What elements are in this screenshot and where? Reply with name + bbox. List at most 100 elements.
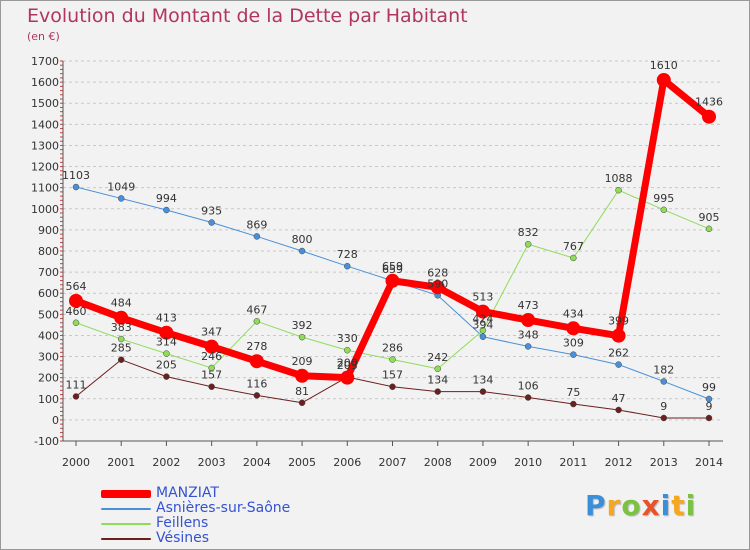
x-tick-label: 2007: [379, 456, 407, 469]
data-label-manziat: 484: [111, 297, 132, 310]
data-label-asni-res-sur-sa-ne: 1103: [62, 169, 90, 182]
data-label-v-sines: 285: [111, 342, 132, 355]
y-tick-label: 400: [38, 329, 59, 342]
y-tick-label: 900: [38, 224, 59, 237]
data-point-feillens: [434, 365, 441, 373]
data-point-v-sines: [253, 392, 261, 399]
data-point-manziat: [249, 354, 264, 369]
logo-letter: P: [585, 489, 607, 522]
data-point-v-sines: [615, 406, 622, 414]
x-tick-label: 2004: [243, 456, 271, 469]
data-point-v-sines: [524, 394, 532, 401]
legend-swatch: [101, 508, 151, 510]
data-point-asni-res-sur-sa-ne: [163, 206, 170, 214]
data-label-feillens: 905: [699, 211, 720, 224]
data-point-manziat: [475, 304, 490, 319]
x-tick-label: 2014: [695, 456, 723, 469]
data-point-v-sines: [705, 414, 713, 422]
data-label-asni-res-sur-sa-ne: 1049: [107, 180, 135, 193]
data-point-feillens: [479, 327, 487, 334]
data-label-asni-res-sur-sa-ne: 182: [653, 363, 674, 376]
data-point-v-sines: [208, 383, 215, 390]
data-label-feillens: 330: [337, 332, 358, 345]
data-label-manziat: 209: [292, 355, 313, 368]
legend-label: Asnières-sur-Saône: [156, 500, 291, 516]
data-point-feillens: [524, 240, 532, 248]
data-label-asni-res-sur-sa-ne: 659: [382, 263, 403, 276]
y-tick-label: 1400: [31, 118, 59, 131]
data-point-asni-res-sur-sa-ne: [344, 262, 351, 270]
data-label-v-sines: 157: [382, 369, 403, 382]
data-label-v-sines: 47: [612, 392, 626, 405]
data-point-asni-res-sur-sa-ne: [570, 351, 577, 358]
data-point-manziat: [114, 310, 129, 325]
data-label-feillens: 995: [653, 192, 674, 205]
data-label-asni-res-sur-sa-ne: 800: [292, 233, 313, 246]
data-label-manziat: 347: [201, 326, 222, 339]
y-tick-label: 500: [38, 308, 59, 321]
data-label-v-sines: 9: [706, 400, 713, 413]
data-point-v-sines: [72, 393, 80, 400]
data-label-v-sines: 81: [295, 385, 309, 398]
x-tick-label: 2001: [107, 456, 135, 469]
y-tick-label: 800: [38, 245, 59, 258]
data-point-v-sines: [479, 388, 487, 395]
y-tick-label: 1300: [31, 139, 59, 152]
data-point-v-sines: [389, 383, 396, 390]
data-point-asni-res-sur-sa-ne: [479, 333, 487, 340]
data-point-asni-res-sur-sa-ne: [72, 183, 80, 191]
x-tick-label: 2000: [62, 456, 90, 469]
logo-letter: i: [685, 489, 697, 522]
data-point-v-sines: [660, 414, 668, 422]
data-label-v-sines: 157: [201, 369, 222, 382]
y-tick-label: 1500: [31, 97, 59, 110]
data-point-feillens: [253, 318, 261, 325]
data-point-manziat: [521, 313, 536, 328]
data-label-asni-res-sur-sa-ne: 394: [472, 319, 493, 332]
data-point-feillens: [570, 254, 577, 262]
data-label-asni-res-sur-sa-ne: 869: [246, 218, 267, 231]
data-point-feillens: [72, 319, 80, 327]
data-label-v-sines: 134: [472, 374, 493, 387]
y-tick-label: 1000: [31, 203, 59, 216]
data-point-feillens: [298, 333, 306, 341]
data-point-manziat: [295, 368, 310, 383]
data-label-asni-res-sur-sa-ne: 262: [608, 347, 629, 360]
chart-title: Evolution du Montant de la Dette par Hab…: [27, 5, 468, 27]
data-point-manziat: [159, 325, 174, 340]
data-point-feillens: [163, 350, 170, 357]
y-tick-label: 0: [52, 414, 59, 427]
y-tick-label: -100: [34, 435, 59, 448]
data-point-asni-res-sur-sa-ne: [705, 395, 713, 403]
x-tick-label: 2009: [469, 456, 497, 469]
y-tick-label: 1600: [31, 76, 59, 89]
data-label-v-sines: 9: [660, 400, 667, 413]
legend-swatch: [101, 490, 151, 498]
data-label-asni-res-sur-sa-ne: 728: [337, 248, 358, 261]
data-point-v-sines: [570, 400, 577, 408]
logo-letter: x: [641, 489, 661, 522]
data-label-v-sines: 116: [246, 377, 267, 390]
x-tick-label: 2008: [424, 456, 452, 469]
y-tick-label: 200: [38, 372, 59, 385]
data-point-feillens: [344, 346, 351, 354]
data-point-asni-res-sur-sa-ne: [660, 378, 668, 385]
x-tick-label: 2010: [514, 456, 542, 469]
data-label-v-sines: 203: [337, 359, 358, 372]
logo-letter: r: [606, 489, 622, 522]
legend-swatch: [101, 523, 151, 525]
data-label-feillens: 392: [292, 319, 313, 332]
data-label-manziat: 1436: [695, 96, 723, 109]
data-point-v-sines: [434, 388, 441, 395]
data-point-manziat: [430, 280, 445, 295]
data-point-asni-res-sur-sa-ne: [524, 343, 532, 350]
x-tick-label: 2006: [333, 456, 361, 469]
y-tick-label: 600: [38, 287, 59, 300]
data-point-feillens: [117, 335, 125, 343]
x-tick-label: 2012: [605, 456, 633, 469]
data-label-feillens: 460: [66, 305, 87, 318]
data-point-asni-res-sur-sa-ne: [298, 247, 306, 255]
data-point-v-sines: [163, 373, 170, 380]
data-point-feillens: [705, 225, 713, 233]
